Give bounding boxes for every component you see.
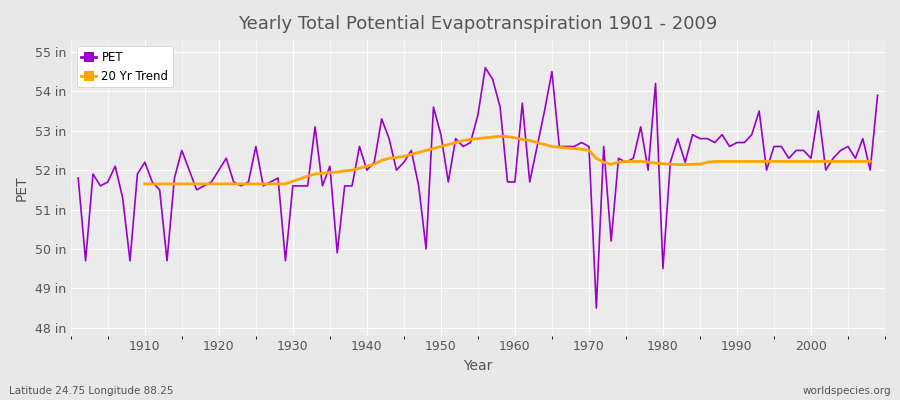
Text: Latitude 24.75 Longitude 88.25: Latitude 24.75 Longitude 88.25 <box>9 386 174 396</box>
Text: worldspecies.org: worldspecies.org <box>803 386 891 396</box>
Title: Yearly Total Potential Evapotranspiration 1901 - 2009: Yearly Total Potential Evapotranspiratio… <box>238 15 717 33</box>
Legend: PET, 20 Yr Trend: PET, 20 Yr Trend <box>76 46 173 87</box>
X-axis label: Year: Year <box>464 359 492 373</box>
Y-axis label: PET: PET <box>15 175 29 201</box>
